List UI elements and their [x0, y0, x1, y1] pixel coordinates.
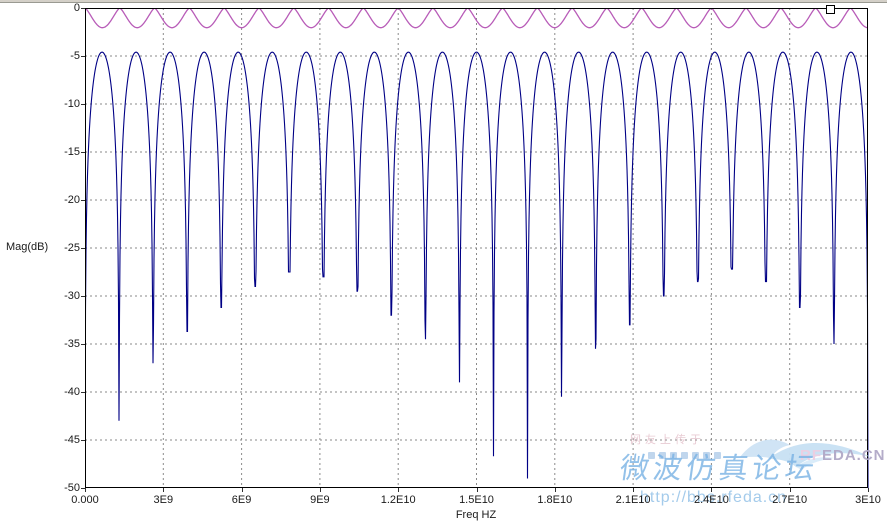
y-tick-mark — [81, 152, 85, 153]
plot-area[interactable] — [85, 8, 869, 489]
x-tick-mark — [319, 488, 321, 492]
window-top-edge — [0, 0, 887, 3]
y-tick-label: -45 — [64, 434, 80, 446]
x-tick-label: 3E10 — [855, 494, 881, 506]
x-tick-label: 2.4E10 — [693, 494, 729, 506]
y-tick-mark — [81, 296, 85, 297]
x-tick-mark — [398, 488, 400, 492]
x-tick-label: 0.000 — [71, 494, 99, 506]
x-tick-label: 1.2E10 — [380, 494, 416, 506]
x-tick-mark — [789, 488, 791, 492]
x-tick-label: 2.7E10 — [772, 494, 808, 506]
y-tick-mark — [81, 248, 85, 249]
x-tick-label: 1.8E10 — [537, 494, 573, 506]
y-tick-mark — [81, 104, 85, 105]
y-tick-label: -35 — [64, 338, 80, 350]
x-tick-mark — [241, 488, 243, 492]
y-tick-label: -20 — [64, 194, 80, 206]
y-axis-title: Mag(dB) — [6, 241, 49, 253]
y-tick-mark — [81, 200, 85, 201]
x-tick-mark — [711, 488, 713, 492]
x-tick-label: 1.5E10 — [459, 494, 494, 506]
y-tick-label: -25 — [64, 242, 80, 254]
x-tick-mark — [554, 488, 556, 492]
x-tick-label: 9E9 — [310, 494, 330, 506]
x-tick-label: 2.1E10 — [615, 494, 651, 506]
y-tick-label: -10 — [64, 98, 80, 110]
y-tick-mark — [81, 344, 85, 345]
y-tick-mark — [81, 488, 85, 489]
x-axis-title: Freq HZ — [455, 509, 497, 521]
x-tick-mark — [868, 488, 869, 492]
y-tick-mark — [81, 392, 85, 393]
x-tick-label: 6E9 — [231, 494, 252, 506]
y-tick-label: -5 — [70, 50, 80, 62]
y-tick-label: -40 — [64, 386, 80, 398]
x-tick-mark — [163, 488, 165, 492]
y-tick-label: -15 — [64, 146, 80, 158]
x-tick-mark — [85, 488, 86, 492]
x-tick-label: 3E9 — [153, 494, 174, 506]
y-tick-label: -50 — [64, 482, 80, 494]
y-tick-mark — [81, 8, 85, 9]
x-tick-mark — [476, 488, 478, 492]
x-tick-mark — [633, 488, 635, 492]
y-tick-mark — [81, 56, 85, 57]
y-tick-mark — [81, 440, 85, 441]
y-tick-label: -30 — [64, 290, 80, 302]
plot-selection-handle[interactable] — [826, 5, 835, 14]
y-tick-label: 0 — [73, 2, 80, 14]
